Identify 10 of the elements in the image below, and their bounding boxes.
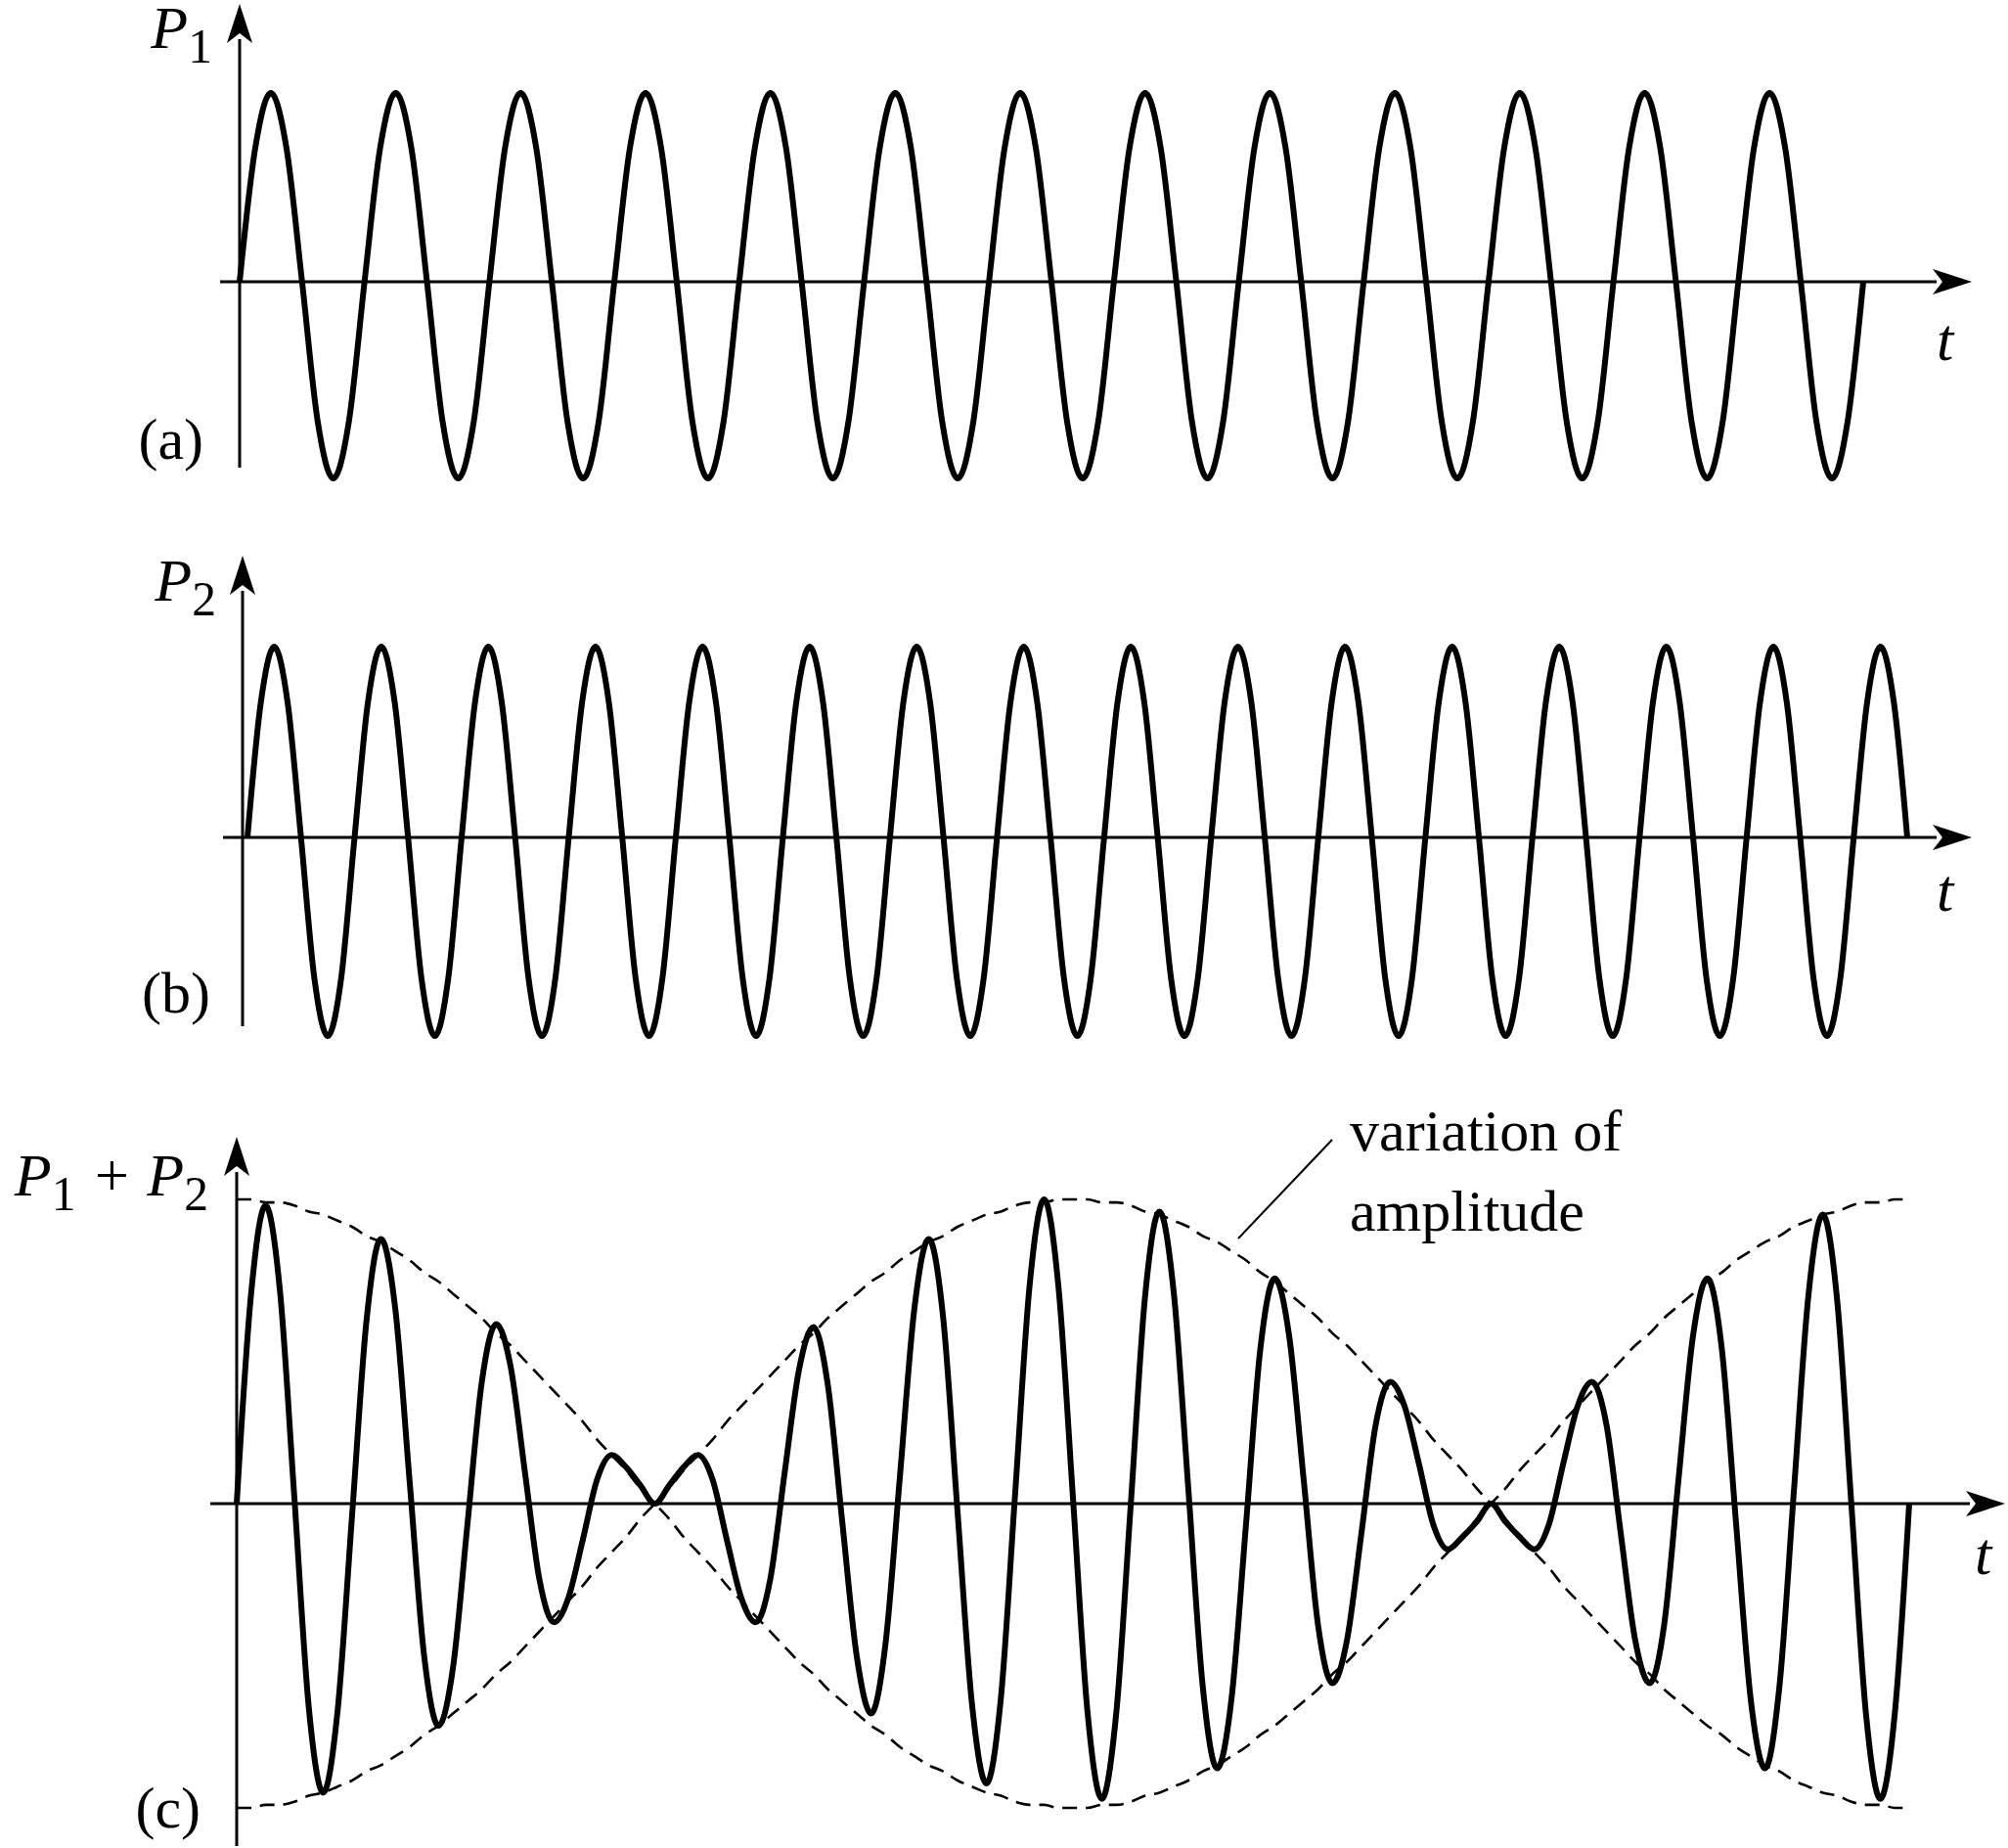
x-axis-title: t [1937,306,1955,373]
x-axis-title: t [1937,857,1955,924]
y-axis-title: P$_{1}$ + P$_{2}$ [13,1142,208,1221]
y-axis-title: P$_{1}$ [150,0,212,73]
annotation: variation of amplitude [1350,1099,1623,1243]
y-axis-title: P$_{2}$ [154,547,216,626]
text: (c) [135,1776,201,1840]
text: (b) [142,961,210,1025]
text: (a) [138,407,203,472]
x-axis-title: t [1975,1520,1993,1587]
